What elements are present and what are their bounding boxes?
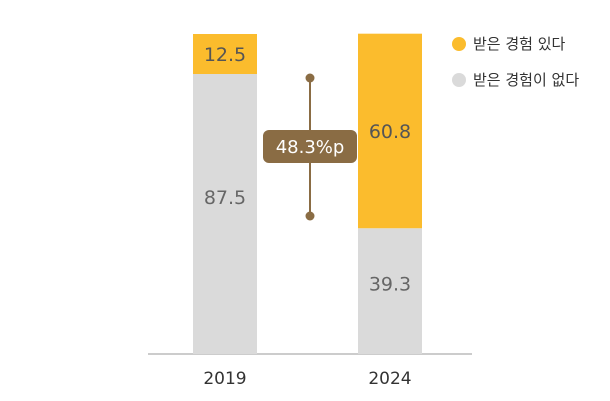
legend-swatch-has [452, 37, 466, 51]
difference-annotation: 48.3%p [263, 73, 357, 221]
value-label-2024-has: 60.8 [369, 121, 411, 143]
value-label-2024-none: 39.3 [369, 274, 411, 296]
legend-label-none: 받은 경험이 없다 [473, 71, 579, 89]
legend-label-has: 받은 경험 있다 [473, 35, 566, 53]
legend: 받은 경험 있다 받은 경험이 없다 [452, 35, 579, 89]
x-tick-label-2024: 2024 [368, 369, 411, 389]
legend-swatch-none [452, 73, 466, 87]
value-label-2019-has: 12.5 [204, 44, 246, 66]
bar-2019-has-experience [193, 34, 257, 74]
x-tick-label-2019: 2019 [203, 369, 246, 389]
bar-2024-no-experience [358, 228, 422, 354]
difference-bottom-dot [305, 211, 315, 221]
bar-2024-has-experience [358, 33, 422, 229]
difference-badge [263, 130, 357, 163]
value-label-2019-none: 87.5 [204, 187, 246, 209]
difference-top-dot [305, 73, 315, 83]
bar-2019-no-experience [193, 74, 257, 354]
difference-value: 48.3%p [276, 137, 345, 158]
